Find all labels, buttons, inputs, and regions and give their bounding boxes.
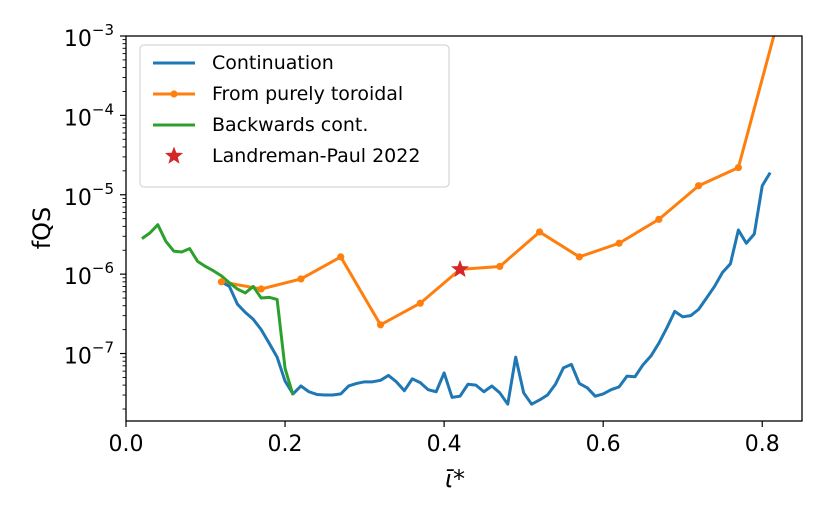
x-axis-label-symbol: ῑ*	[445, 465, 465, 493]
point-from-purely-toroidal-1	[257, 285, 265, 293]
point-from-purely-toroidal-9	[575, 253, 583, 261]
series-markers	[217, 16, 782, 329]
y-tick-label: 10−4	[64, 100, 114, 131]
legend-label-from-purely-toroidal: From purely toroidal	[212, 83, 403, 105]
y-axis-label: fQS	[28, 207, 56, 250]
legend-label-continuation: Continuation	[212, 52, 334, 74]
x-tick-label: 0.2	[268, 432, 303, 457]
point-from-purely-toroidal-5	[416, 299, 424, 307]
point-from-purely-toroidal-2	[297, 275, 305, 283]
y-axis-label-text: fQS	[28, 207, 56, 250]
legend: Continuation From purely toroidal Backward…	[139, 44, 450, 188]
x-tick-label: 0.8	[745, 432, 780, 457]
legend-marker-landreman-paul-2022	[164, 146, 184, 164]
y-tick-label: 10−3	[64, 21, 114, 52]
legend-label-backwards-cont: Backwards cont.	[212, 114, 368, 136]
legend-box	[139, 44, 450, 188]
x-tick-label: 0.4	[427, 432, 462, 457]
point-from-purely-toroidal-11	[655, 215, 663, 223]
x-tick-label: 0.6	[586, 432, 621, 457]
series-line-continuation	[220, 171, 772, 406]
point-from-purely-toroidal-4	[376, 321, 385, 329]
x-tick-label: 0.0	[109, 432, 144, 457]
x-axis: 0.0 0.2 0.4 0.6 0.8	[109, 421, 780, 457]
legend-label-landreman-paul-2022: Landreman-Paul 2022	[212, 145, 420, 167]
y-tick-label: 10−6	[64, 259, 114, 290]
x-axis-label: ῑ*	[445, 465, 465, 493]
plot-frame	[125, 35, 803, 422]
point-from-purely-toroidal-7	[496, 262, 504, 271]
point-from-purely-toroidal-13	[734, 163, 742, 172]
point-landreman-paul-2022-0	[450, 259, 470, 278]
y-tick-label: 10−5	[64, 180, 114, 211]
y-tick-label: 10−7	[64, 339, 114, 370]
y-axis: 10−3 10−4 10−5 10−6 10−7	[64, 21, 126, 410]
point-from-purely-toroidal-3	[337, 253, 345, 261]
point-from-purely-toroidal-12	[695, 182, 703, 190]
point-from-purely-toroidal-10	[615, 239, 623, 247]
point-from-purely-toroidal-0	[217, 278, 226, 286]
series-line-backwards-cont	[141, 223, 295, 396]
point-from-purely-toroidal-8	[535, 228, 544, 236]
legend-marker-from-purely-toroidal	[170, 90, 178, 98]
point-from-purely-toroidal-14	[775, 16, 782, 23]
